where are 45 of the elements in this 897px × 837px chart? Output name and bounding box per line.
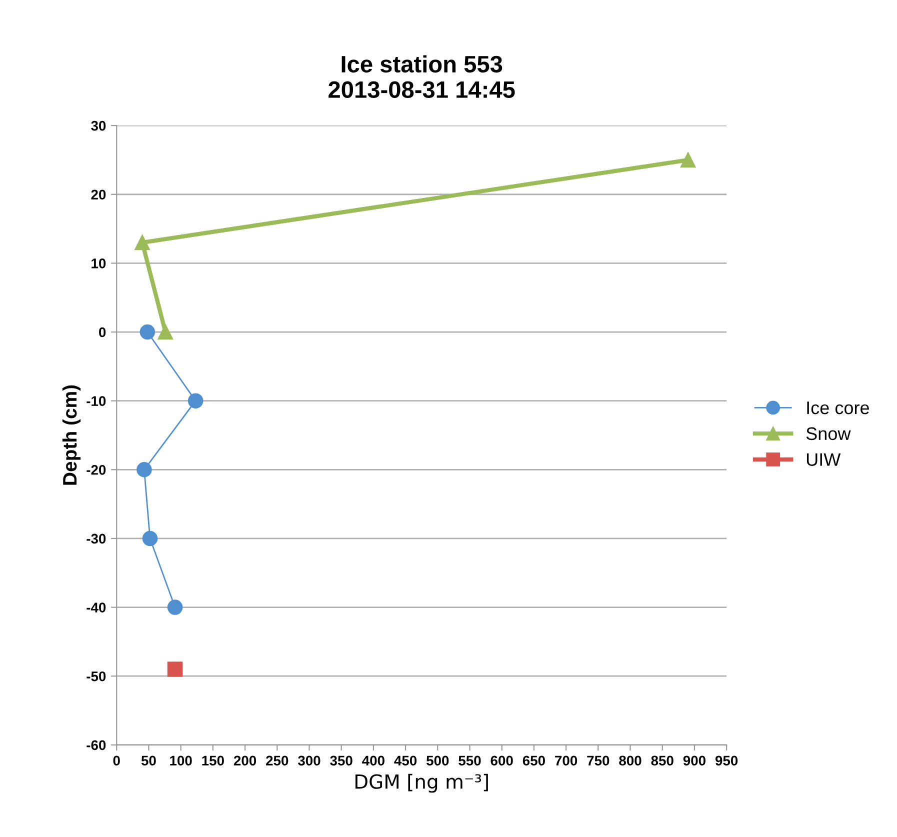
point — [140, 324, 156, 340]
point — [680, 152, 696, 168]
y-tick-label: -40 — [86, 602, 106, 612]
x-axis-title: DGM [ng m⁻³] — [355, 774, 488, 793]
x-tick-label: 200 — [234, 756, 256, 766]
point — [167, 662, 183, 677]
point — [134, 234, 150, 250]
y-axis-title: Depth (cm) — [62, 385, 81, 485]
legend-label: UIW — [806, 453, 841, 466]
y-tick-label: -60 — [86, 740, 106, 750]
y-tick-label: 10 — [92, 258, 106, 268]
x-tick-label: 850 — [651, 756, 674, 766]
x-tick-label: 300 — [298, 756, 320, 766]
x-tick-label: 500 — [426, 756, 449, 766]
x-tick-label: 400 — [362, 756, 384, 766]
point — [167, 600, 183, 615]
chart-title: Ice station 553 2013-08-31 14:45 — [328, 55, 515, 98]
x-tick-label: 250 — [266, 756, 288, 766]
point — [158, 324, 174, 340]
point — [188, 393, 204, 408]
legend-label: Ice core — [807, 402, 869, 414]
x-tick-label: 350 — [330, 756, 352, 766]
y-tick-label: 20 — [91, 190, 106, 200]
x-tick-label: 150 — [202, 756, 224, 766]
point — [142, 530, 158, 546]
y-tick-label: -30 — [86, 534, 106, 544]
y-tick-label: -50 — [86, 671, 106, 682]
y-tick-label: -10 — [86, 396, 106, 406]
y-tick-label: -20 — [86, 464, 106, 475]
x-tick-label: 750 — [587, 756, 610, 766]
y-tick-label: 0 — [99, 327, 106, 338]
legend-label: Snow — [806, 427, 851, 440]
x-tick-label: 700 — [555, 756, 578, 766]
x-tick-label: 100 — [170, 756, 192, 766]
x-tick-label: 600 — [490, 756, 513, 766]
x-tick-label: 650 — [522, 756, 545, 766]
x-tick-label: 50 — [141, 756, 156, 766]
x-tick-label: 0 — [113, 756, 120, 766]
x-tick-label: 800 — [619, 756, 642, 766]
x-tick-label: 950 — [715, 756, 738, 766]
point — [136, 462, 152, 478]
y-tick-label: 30 — [91, 120, 106, 131]
x-tick-label: 900 — [683, 756, 706, 766]
x-tick-label: 550 — [458, 756, 481, 766]
x-tick-label: 450 — [394, 756, 417, 766]
